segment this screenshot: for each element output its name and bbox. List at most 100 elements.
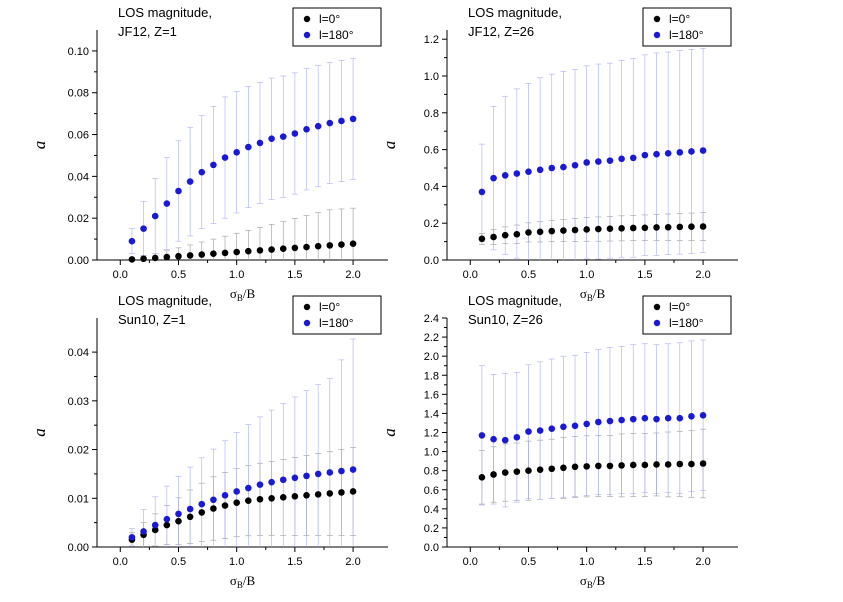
- panel-annotation-line: JF12, Z=1: [118, 24, 177, 39]
- data-point: [688, 148, 695, 155]
- data-point: [314, 491, 322, 498]
- y-tick-label: 2.0: [424, 351, 439, 363]
- data-point: [326, 119, 334, 127]
- data-point: [641, 461, 649, 469]
- data-point: [151, 526, 159, 534]
- y-tick-label: 1.8: [424, 370, 439, 382]
- data-point: [326, 242, 334, 249]
- y-axis-label: a: [380, 428, 399, 437]
- data-point: [653, 224, 660, 231]
- data-point: [303, 472, 310, 480]
- data-point: [210, 250, 217, 258]
- data-point: [688, 223, 695, 230]
- data-point: [256, 139, 264, 147]
- data-point: [583, 159, 590, 166]
- data-point: [245, 247, 252, 255]
- data-point: [676, 460, 684, 468]
- y-tick-label: 0.04: [68, 347, 89, 359]
- data-point: [548, 425, 556, 432]
- data-point: [279, 133, 287, 140]
- data-point: [501, 231, 509, 239]
- legend-marker: [653, 31, 661, 39]
- data-point: [629, 224, 637, 232]
- data-point: [513, 433, 521, 441]
- x-tick-label: 2.0: [695, 556, 710, 568]
- legend-box: [642, 7, 732, 47]
- y-tick-label: 0.0: [424, 255, 439, 267]
- data-point: [349, 240, 357, 247]
- data-point: [268, 478, 275, 486]
- data-point: [653, 461, 660, 468]
- data-point: [256, 481, 264, 488]
- data-point: [221, 249, 229, 257]
- data-point: [245, 497, 252, 505]
- data-point: [536, 466, 544, 474]
- data-point: [571, 161, 579, 169]
- data-point: [641, 414, 649, 422]
- data-point: [291, 474, 299, 482]
- data-point: [478, 432, 486, 439]
- data-point: [338, 117, 345, 125]
- data-point: [338, 467, 345, 475]
- data-point: [560, 464, 567, 472]
- y-tick-label: 1.6: [424, 389, 439, 401]
- data-point: [571, 422, 579, 430]
- data-point: [128, 256, 136, 263]
- legend-box: [642, 295, 732, 335]
- panel-1: 0.0 0.5 1.0 1.5 2.0 0.00 0.02 0.04 0.06 0.08 0.10 σ…: [30, 5, 388, 303]
- data-point: [536, 427, 544, 434]
- data-point: [676, 149, 684, 156]
- y-tick-label: 0.6: [424, 145, 439, 157]
- data-point: [314, 242, 322, 250]
- data-point: [338, 241, 345, 248]
- panel-3: 0.0 0.5 1.0 1.5 2.0 0.00 0.01 0.02 0.03 0.04 σB/B a…: [30, 293, 388, 590]
- y-tick-label: 0.04: [68, 171, 89, 183]
- data-point: [128, 533, 136, 541]
- y-tick-label: 0.4: [424, 504, 439, 516]
- legend-label: l=0°: [319, 300, 340, 314]
- x-tick-label: 1.5: [637, 556, 652, 568]
- data-point: [268, 246, 275, 253]
- x-tick-label: 2.0: [345, 556, 360, 568]
- data-point: [314, 470, 322, 478]
- data-point: [314, 122, 322, 130]
- legend-marker: [303, 319, 311, 327]
- data-point: [151, 254, 159, 262]
- data-point: [618, 462, 625, 469]
- data-point: [513, 468, 521, 475]
- y-tick-label: 2.2: [424, 332, 439, 344]
- panel-annotation-line: LOS magnitude,: [468, 293, 562, 308]
- data-point: [688, 412, 695, 420]
- data-point: [245, 143, 252, 151]
- data-point: [163, 515, 171, 523]
- data-point: [525, 428, 532, 435]
- data-point: [268, 135, 275, 143]
- data-point: [490, 435, 497, 443]
- data-point: [664, 223, 672, 231]
- legend-marker: [303, 31, 311, 39]
- data-point: [303, 243, 310, 251]
- y-tick-label: 1.2: [424, 428, 439, 440]
- y-tick-label: 0.00: [68, 255, 89, 267]
- panel-annotation-line: Sun10, Z=26: [468, 312, 543, 327]
- data-point: [560, 227, 567, 234]
- data-point: [560, 423, 567, 431]
- legend-box: [292, 7, 382, 47]
- data-point: [233, 149, 240, 156]
- y-tick-label: 0.8: [424, 108, 439, 120]
- data-point: [326, 469, 334, 476]
- y-axis-label: a: [380, 141, 399, 150]
- data-point: [256, 495, 264, 503]
- data-point: [676, 414, 684, 422]
- data-point: [478, 474, 486, 481]
- data-point: [210, 161, 217, 169]
- data-point: [606, 462, 614, 470]
- data-point: [618, 225, 625, 232]
- y-tick-label: 0.2: [424, 218, 439, 230]
- data-point: [256, 247, 264, 254]
- panel-annotation-line: LOS magnitude,: [118, 5, 212, 20]
- y-tick-label: 1.4: [424, 408, 439, 420]
- y-tick-label: 0.0: [424, 542, 439, 554]
- data-point: [525, 168, 532, 175]
